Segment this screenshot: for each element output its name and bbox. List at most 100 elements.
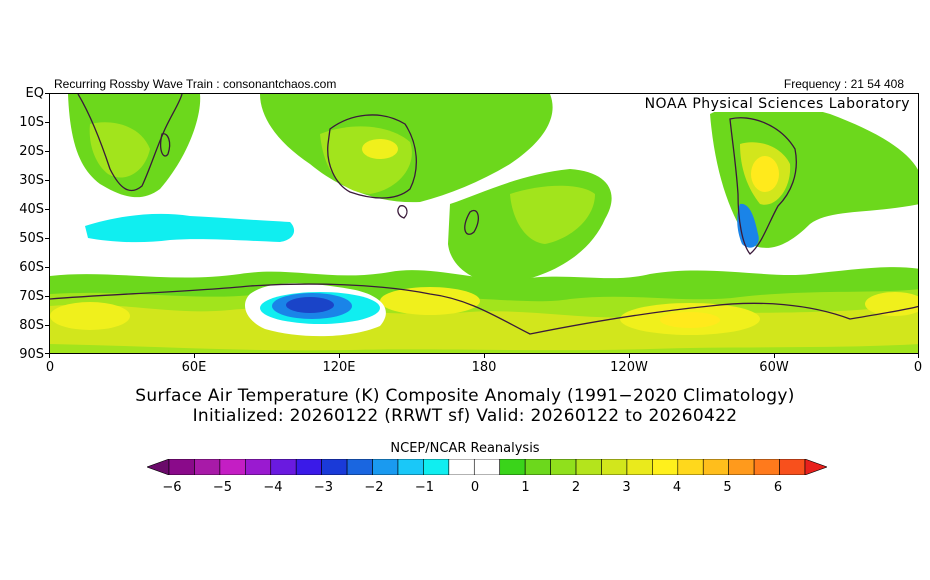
colorbar-swatch: [652, 459, 679, 475]
colorbar: [147, 459, 827, 475]
colorbar-swatch: [601, 459, 628, 475]
lat-tick: [45, 267, 49, 268]
lat-tick: [45, 93, 49, 94]
lat-label: EQ: [25, 86, 44, 101]
cold-anomaly: [286, 297, 334, 313]
warm-patch: [362, 139, 398, 159]
colorbar-swatch: [295, 459, 322, 475]
colorbar-swatch: [321, 459, 348, 475]
lon-label: 60E: [181, 360, 207, 375]
anomaly-map: [50, 94, 918, 353]
colorbar-tick-label: −3: [313, 480, 334, 495]
lon-label: 120E: [322, 360, 356, 375]
colorbar-swatch: [270, 459, 297, 475]
lon-label: 0: [913, 360, 923, 375]
lat-tick: [45, 180, 49, 181]
colorbar-arrow-right: [804, 459, 827, 475]
colorbar-swatch: [473, 459, 501, 475]
cold-anomaly-band: [85, 213, 295, 243]
lat-label: 40S: [19, 202, 44, 217]
colorbar-tick-label: −6: [162, 480, 182, 495]
colorbar-swatch: [728, 459, 755, 475]
lat-label: 10S: [19, 115, 44, 130]
lon-tick: [194, 354, 195, 358]
lon-label: 60W: [759, 360, 789, 375]
colorbar-tick-label: 1: [521, 480, 530, 495]
colorbar-swatch: [499, 459, 526, 475]
warm-patch: [380, 287, 480, 315]
colorbar-tick-label: 2: [571, 480, 581, 495]
lon-tick: [484, 354, 485, 358]
colorbar-tick-label: −5: [212, 480, 233, 495]
caption-subtitle: Initialized: 20260122 (RRWT sf) Valid: 2…: [192, 406, 738, 426]
colorbar-swatch: [346, 459, 373, 475]
lat-label: 90S: [19, 347, 44, 362]
credit-label: NOAA Physical Sciences Laboratory: [642, 96, 912, 112]
lat-label: 70S: [19, 289, 44, 304]
colorbar-swatch: [423, 459, 450, 475]
lon-label: 120W: [610, 360, 648, 375]
colorbar-swatch: [219, 459, 246, 475]
lat-tick: [45, 209, 49, 210]
warm-anomaly-south-america: [710, 104, 918, 248]
lat-label: 30S: [19, 173, 44, 188]
colorbar-swatch: [397, 459, 424, 475]
lat-label: 60S: [19, 260, 44, 275]
lon-tick: [918, 354, 919, 358]
colorbar-tick-label: 3: [622, 480, 631, 495]
antarctica-coast: [50, 283, 918, 335]
warm-patch: [660, 312, 720, 328]
lon-tick: [629, 354, 630, 358]
warm-patch: [751, 156, 779, 192]
colorbar-swatch: [524, 459, 551, 475]
colorbar-source-label: NCEP/NCAR Reanalysis: [390, 441, 540, 456]
lat-tick: [45, 325, 49, 326]
lat-tick: [45, 238, 49, 239]
coastlines: [50, 94, 918, 335]
colorbar-tick-label: −1: [414, 480, 435, 495]
lon-label: 0: [45, 360, 55, 375]
colorbar-swatch: [372, 459, 399, 475]
africa-coast: [77, 94, 183, 192]
colorbar-swatch: [448, 459, 475, 475]
south-america-coast: [729, 117, 797, 255]
lat-label: 80S: [19, 318, 44, 333]
warm-patch: [50, 302, 130, 330]
map-panel: NOAA Physical Sciences Laboratory: [49, 93, 919, 354]
lat-tick: [45, 151, 49, 152]
colorbar-swatch: [550, 459, 577, 475]
lon-tick: [339, 354, 340, 358]
colorbar-swatch: [702, 459, 729, 475]
lon-label: 180: [471, 360, 497, 375]
lat-label: 20S: [19, 144, 44, 159]
colorbar-tick-label: 6: [773, 480, 783, 495]
colorbar-swatch: [168, 459, 195, 475]
madagascar-coast: [160, 133, 171, 157]
colorbar-tick-label: −2: [364, 480, 384, 495]
header-right-text: Frequency : 21 54 408: [783, 77, 904, 91]
lat-tick: [45, 353, 49, 354]
lat-label: 50S: [19, 231, 44, 246]
colorbar-swatch: [677, 459, 704, 475]
colorbar-swatch: [245, 459, 272, 475]
colorbar-swatch: [194, 459, 221, 475]
tasmania-coast: [397, 205, 408, 219]
lat-tick: [45, 296, 49, 297]
lon-tick: [774, 354, 775, 358]
colorbar-tick-label: −4: [263, 480, 283, 495]
warm-anomaly-africa-core: [89, 122, 150, 178]
colorbar-tick-label: 0: [470, 480, 480, 495]
colorbar-tick-label: 5: [723, 480, 732, 495]
colorbar-tick-label: 4: [672, 480, 682, 495]
colorbar-swatch: [753, 459, 780, 475]
caption-title: Surface Air Temperature (K) Composite An…: [135, 386, 795, 406]
colorbar-swatch: [626, 459, 653, 475]
colorbar-swatch: [575, 459, 602, 475]
lon-tick: [49, 354, 50, 358]
lat-tick: [45, 122, 49, 123]
australia-coast: [327, 114, 417, 199]
header-left-text: Recurring Rossby Wave Train : consonantc…: [54, 77, 337, 91]
colorbar-swatch: [779, 459, 806, 475]
new-zealand-coast: [464, 209, 480, 235]
